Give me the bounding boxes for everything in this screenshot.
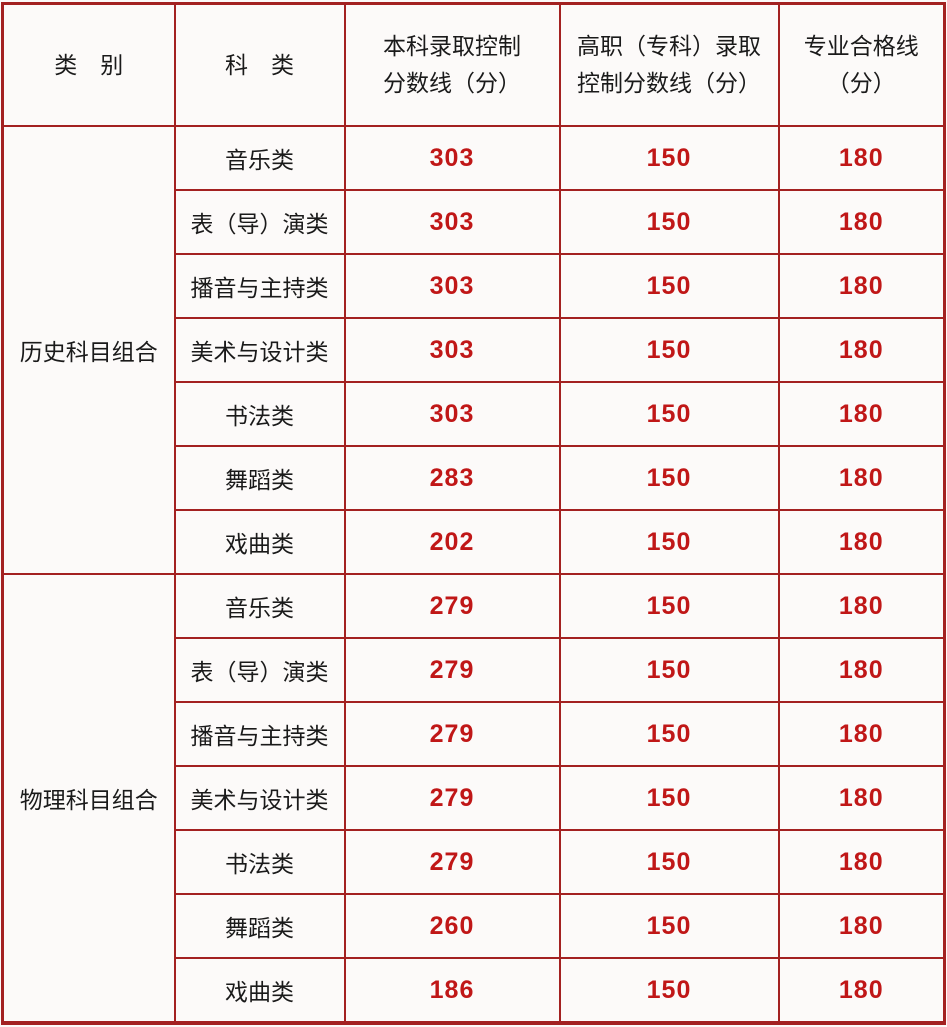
undergrad-value: 202	[343, 509, 561, 575]
undergrad-value: 283	[343, 445, 561, 511]
table-row: 表（导）演类 279 150 180	[3, 637, 946, 703]
vocational-value: 150	[558, 829, 780, 895]
vocational-value: 150	[558, 253, 780, 319]
table-row: 美术与设计类 279 150 180	[3, 765, 946, 831]
table-row: 美术与设计类 303 150 180	[3, 317, 946, 383]
header-category-label: 类 别	[54, 51, 124, 78]
group-category-history: 历史科目组合	[1, 125, 176, 575]
header-professional-line2: （分）	[826, 70, 896, 96]
professional-value: 180	[777, 189, 946, 255]
subject-cell: 舞蹈类	[173, 893, 346, 959]
undergrad-value: 279	[343, 829, 561, 895]
subject-cell: 书法类	[173, 381, 346, 447]
vocational-value: 150	[558, 189, 780, 255]
professional-value: 180	[777, 381, 946, 447]
undergrad-value: 186	[343, 957, 561, 1024]
header-professional-line: 专业合格线 （分）	[777, 2, 946, 127]
header-undergrad-line1: 本科录取控制	[383, 33, 521, 59]
subject-cell: 播音与主持类	[173, 701, 346, 767]
table-row: 播音与主持类 279 150 180	[3, 701, 946, 767]
professional-value: 180	[777, 829, 946, 895]
undergrad-value: 303	[343, 317, 561, 383]
header-subject: 科 类	[173, 2, 346, 127]
table-row: 物理科目组合 音乐类 279 150 180	[1, 573, 946, 1024]
professional-value: 180	[777, 765, 946, 831]
professional-value: 180	[777, 701, 946, 767]
subject-cell: 表（导）演类	[173, 637, 346, 703]
vocational-value: 150	[558, 125, 780, 191]
vocational-value: 150	[558, 765, 780, 831]
professional-value: 180	[777, 509, 946, 575]
professional-value: 180	[777, 253, 946, 319]
table-row: 舞蹈类 260 150 180	[3, 893, 946, 959]
subject-cell: 戏曲类	[173, 957, 346, 1024]
table-row: 播音与主持类 303 150 180	[3, 253, 946, 319]
table-row: 书法类 279 150 180	[3, 829, 946, 895]
undergrad-value: 303	[343, 381, 561, 447]
vocational-value: 150	[558, 573, 780, 639]
table-header: 类 别 科 类 本科录取控制 分数线（分） 高职（专科）录取 控制分数线（分） …	[1, 2, 946, 127]
vocational-value: 150	[558, 317, 780, 383]
table-row: 戏曲类 186 150 180	[3, 957, 946, 1024]
header-subject-label: 科 类	[225, 51, 294, 78]
header-vocational-line1: 高职（专科）录取	[577, 33, 761, 59]
header-category: 类 别	[1, 2, 176, 127]
subject-cell: 戏曲类	[173, 509, 346, 575]
header-vocational-line2: 控制分数线（分）	[577, 70, 761, 96]
undergrad-value: 279	[343, 637, 561, 703]
undergrad-value: 260	[343, 893, 561, 959]
vocational-value: 150	[558, 445, 780, 511]
undergrad-value: 303	[343, 125, 561, 191]
professional-value: 180	[777, 893, 946, 959]
subject-cell: 美术与设计类	[173, 317, 346, 383]
vocational-value: 150	[558, 637, 780, 703]
vocational-value: 150	[558, 701, 780, 767]
professional-value: 180	[777, 957, 946, 1024]
subject-cell: 播音与主持类	[173, 253, 346, 319]
table-row: 书法类 303 150 180	[3, 381, 946, 447]
professional-value: 180	[777, 317, 946, 383]
subject-cell: 音乐类	[173, 125, 346, 191]
professional-value: 180	[777, 637, 946, 703]
group-category-physics: 物理科目组合	[1, 573, 176, 1024]
header-row: 类 别 科 类 本科录取控制 分数线（分） 高职（专科）录取 控制分数线（分） …	[1, 2, 946, 127]
header-undergrad-line: 本科录取控制 分数线（分）	[343, 2, 561, 127]
undergrad-value: 279	[343, 573, 561, 639]
subject-cell: 美术与设计类	[173, 765, 346, 831]
table-row: 历史科目组合 音乐类 303 150 180	[1, 125, 946, 575]
professional-value: 180	[777, 125, 946, 191]
header-vocational-line: 高职（专科）录取 控制分数线（分）	[558, 2, 780, 127]
subject-cell: 书法类	[173, 829, 346, 895]
header-undergrad-line2: 分数线（分）	[383, 70, 521, 96]
table-body: 历史科目组合 音乐类 303 150 180 表（导）演类 303 150 18…	[1, 125, 946, 1024]
undergrad-value: 303	[343, 189, 561, 255]
undergrad-value: 303	[343, 253, 561, 319]
professional-value: 180	[777, 445, 946, 511]
header-professional-line1: 专业合格线	[803, 33, 919, 59]
subject-cell: 音乐类	[173, 573, 346, 639]
subject-cell: 表（导）演类	[173, 189, 346, 255]
vocational-value: 150	[558, 381, 780, 447]
table-row: 表（导）演类 303 150 180	[3, 189, 946, 255]
table-row: 戏曲类 202 150 180	[3, 509, 946, 575]
professional-value: 180	[777, 573, 946, 639]
vocational-value: 150	[558, 509, 780, 575]
subject-cell: 舞蹈类	[173, 445, 346, 511]
undergrad-value: 279	[343, 701, 561, 767]
vocational-value: 150	[558, 957, 780, 1024]
table-row: 舞蹈类 283 150 180	[3, 445, 946, 511]
undergrad-value: 279	[343, 765, 561, 831]
vocational-value: 150	[558, 893, 780, 959]
